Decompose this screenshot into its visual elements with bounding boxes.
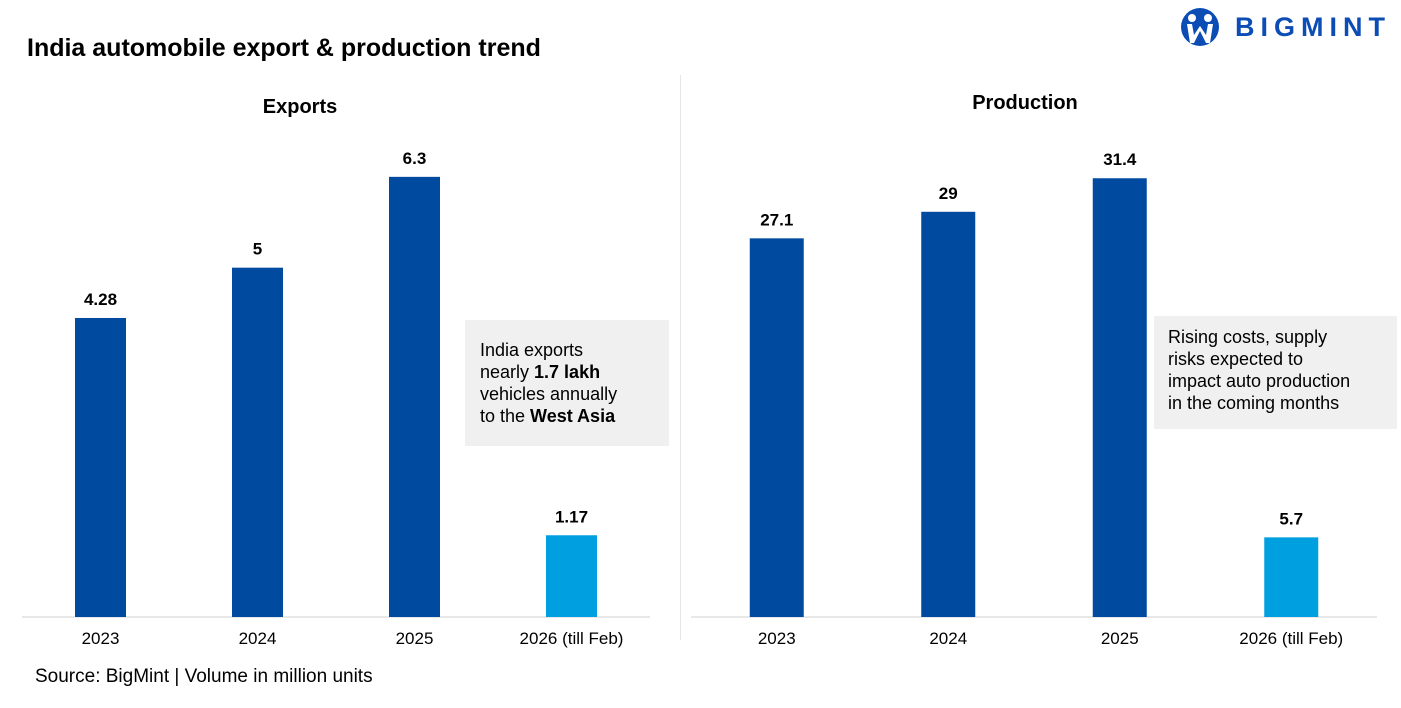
exports-tick-label: 2026 (till Feb)	[520, 629, 624, 648]
exports-data-label: 6.3	[403, 149, 427, 168]
production-bar-2025	[1092, 178, 1147, 617]
exports-tick-label: 2025	[396, 629, 434, 648]
bigmint-logo: BIGMINT	[1177, 7, 1391, 47]
production-bar-2023	[749, 238, 804, 617]
annotation-highlight: 1.7 lakh	[534, 362, 601, 382]
annotation-text: to the	[480, 406, 531, 426]
production-annotation: Rising costs, supply risks expected to i…	[1154, 316, 1397, 429]
production-bar-2026-till-Feb-	[1264, 537, 1319, 617]
production-data-label: 29	[939, 184, 958, 203]
production-tick-label: 2026 (till Feb)	[1239, 629, 1343, 648]
production-data-label: 5.7	[1279, 509, 1303, 528]
exports-data-label: 5	[253, 240, 262, 259]
annotation-text: India exports	[480, 340, 584, 360]
exports-bar-2026-till-Feb-	[546, 535, 597, 617]
annotation-text: risks expected to	[1168, 349, 1304, 369]
annotation-text: nearly	[480, 362, 535, 382]
annotation-text: impact auto production	[1168, 371, 1351, 391]
exports-data-label: 1.17	[555, 507, 588, 526]
annotation-text: Rising costs, supply	[1168, 327, 1328, 347]
production-data-label: 27.1	[760, 210, 793, 229]
production-bar-2024	[921, 211, 976, 617]
page-title: India automobile export & production tre…	[27, 34, 541, 62]
chart-divider	[680, 75, 681, 640]
source-note: Source: BigMint | Volume in million unit…	[35, 666, 373, 687]
production-tick-label: 2023	[758, 629, 796, 648]
bigmint-logo-icon	[1181, 8, 1219, 46]
exports-chart-title: Exports	[262, 96, 338, 118]
exports-bar-2025	[389, 176, 440, 617]
bigmint-logo-text: BIGMINT	[1235, 11, 1391, 42]
exports-annotation: India exports nearly 1.7 lakh vehicles a…	[465, 320, 669, 446]
exports-data-label: 4.28	[84, 290, 117, 309]
production-tick-label: 2024	[929, 629, 967, 648]
production-chart-title: Production	[972, 92, 1078, 114]
production-tick-label: 2025	[1101, 629, 1139, 648]
annotation-highlight: West Asia	[530, 406, 616, 426]
annotation-text: in the coming months	[1168, 393, 1340, 413]
exports-bar-2023	[75, 317, 126, 617]
annotation-text: vehicles annually	[480, 384, 618, 404]
exports-bar-2024	[232, 267, 283, 617]
production-data-label: 31.4	[1103, 150, 1137, 169]
exports-tick-label: 2023	[82, 629, 120, 648]
exports-tick-label: 2024	[239, 629, 277, 648]
